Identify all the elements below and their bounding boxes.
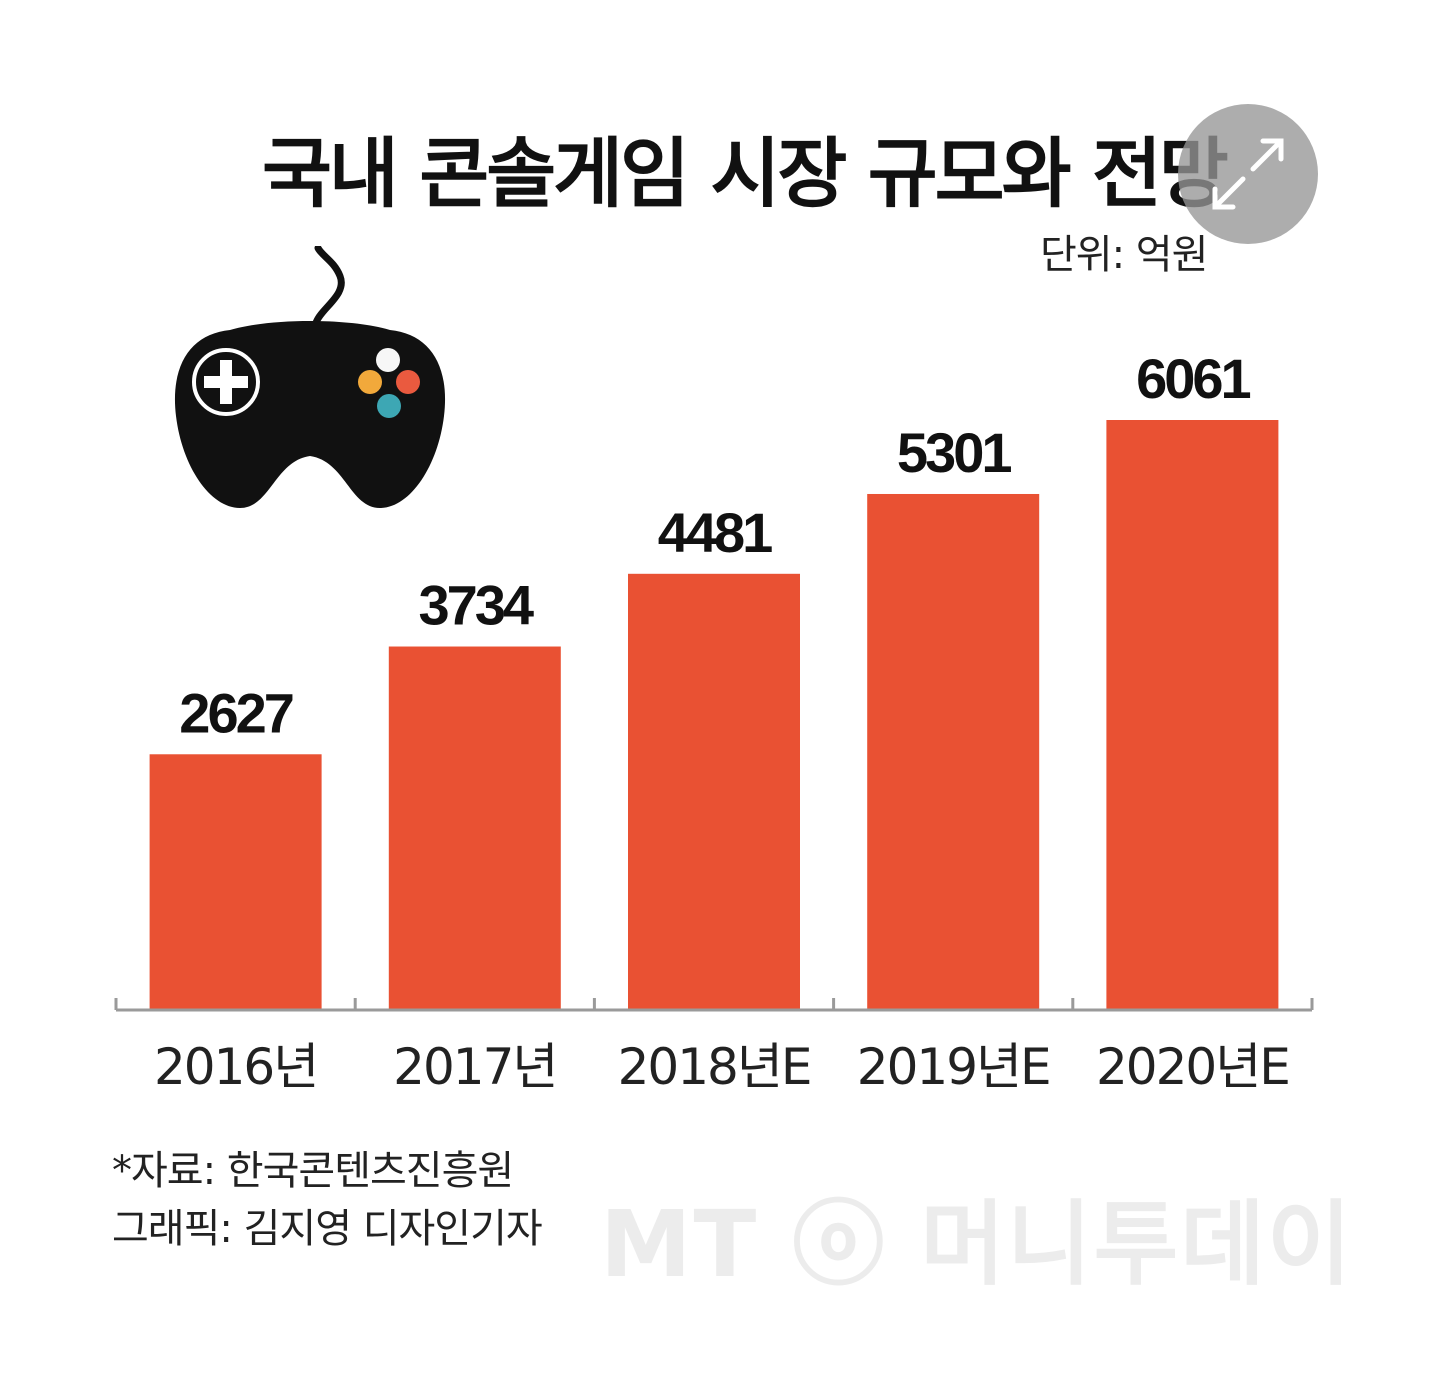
expand-button[interactable]: [1178, 104, 1318, 244]
bar-2017년: [388, 646, 561, 1010]
x-tick-label: 2016년: [154, 1038, 317, 1096]
source-note: *자료: 한국콘텐츠진흥원: [112, 1148, 514, 1194]
game-controller-icon: [160, 244, 460, 530]
x-axis: [114, 998, 1314, 1012]
x-tick-label: 2017년: [393, 1038, 556, 1096]
data-label: 5301: [897, 421, 1011, 484]
credit-note: 그래픽: 김지영 디자인기자: [112, 1206, 543, 1252]
x-tick-label: 2018년E: [618, 1038, 811, 1096]
data-label: 6061: [1136, 347, 1250, 410]
bars-layer: [149, 420, 1279, 1010]
watermark-logo: MT ⓞ 머니투데이: [600, 1191, 1354, 1298]
x-tick-label: 2019년E: [857, 1038, 1050, 1096]
bar-2019년E: [867, 493, 1040, 1010]
bar-2016년: [149, 754, 322, 1010]
x-tick-label: 2020년E: [1096, 1038, 1289, 1096]
data-label: 2627: [179, 681, 292, 744]
data-label: 4481: [658, 501, 772, 564]
bar-2020년E: [1106, 420, 1279, 1010]
labels-layer: 2627 2016년 3734 2017년 4481 2018년E 5301 2019년E 60…: [154, 347, 1291, 1096]
data-label: 3734: [419, 574, 534, 637]
bar-2018년E: [628, 573, 800, 1010]
unit-label: 단위: 억원: [1040, 232, 1208, 278]
chart-title: 국내 콘솔게임 시장 규모와 전망: [262, 129, 1229, 218]
expand-arrows-icon: [1212, 138, 1284, 210]
